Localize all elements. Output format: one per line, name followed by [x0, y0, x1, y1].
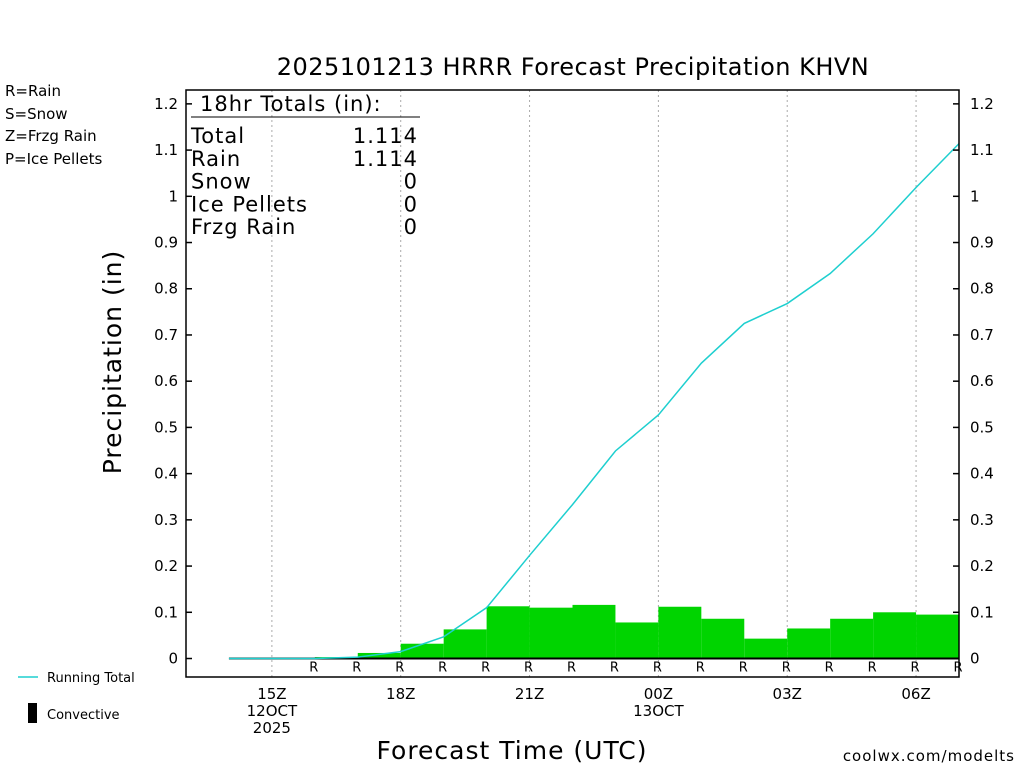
type-legend: R=Rain S=Snow Z=Frzg Rain P=Ice Pellets	[5, 82, 102, 168]
precip-bar	[658, 606, 702, 659]
y-tick-label-right: 0	[970, 650, 980, 668]
running-total-line	[228, 143, 960, 660]
totals-header: 18hr Totals (in):	[200, 92, 382, 116]
rain-marker: R	[868, 661, 877, 676]
y-tick-label-right: 0.6	[970, 372, 994, 390]
totals-label: Snow	[191, 170, 252, 194]
rain-marker: R	[739, 661, 748, 676]
x-tick-label: 03Z	[773, 685, 802, 703]
y-tick-label-left: 0.4	[154, 465, 178, 483]
x-axis-title: Forecast Time (UTC)	[377, 736, 648, 765]
running-total-label: Running Total	[47, 671, 135, 686]
y-axis-ticks: 0 00.1 0.10.2 0.20.3 0.30.4 0.40.5 0.50.6 0.60.…	[154, 95, 994, 668]
totals-label: Frzg Rain	[191, 215, 296, 239]
y-tick-label-left: 0.3	[154, 511, 178, 529]
x-tick-label: 00Z	[644, 685, 673, 703]
totals-label: Total	[190, 124, 245, 148]
x-tick-label: 06Z	[901, 685, 930, 703]
precip-bar	[787, 628, 831, 659]
x-tick-label: 18Z	[386, 685, 415, 703]
totals-value: 0	[404, 215, 418, 239]
chart-title: 2025101213 HRRR Forecast Precipitation K…	[277, 53, 870, 81]
rain-marker: R	[911, 661, 920, 676]
totals-label: Rain	[191, 147, 241, 171]
rain-marker: R	[782, 661, 791, 676]
totals-value: 0	[404, 170, 418, 194]
precip-bar	[529, 607, 573, 659]
credit-text: coolwx.com/modelts	[843, 747, 1015, 765]
rain-marker: R	[610, 661, 619, 676]
rain-marker: R	[438, 661, 447, 676]
y-tick-label-right: 1	[970, 187, 980, 205]
y-tick-label-left: 0.9	[154, 234, 178, 252]
y-tick-label-left: 1.1	[154, 141, 178, 159]
y-tick-label-left: 0.2	[154, 557, 178, 575]
rain-marker: R	[696, 661, 705, 676]
hourly-bars	[314, 604, 959, 659]
y-tick-label-right: 0.3	[970, 511, 994, 529]
vertical-gridlines	[271, 90, 917, 677]
precip-bar	[615, 622, 659, 659]
rain-marker: R	[825, 661, 834, 676]
y-tick-label-right: 0.2	[970, 557, 994, 575]
precip-bar	[443, 629, 487, 659]
totals-value: 1.114	[353, 147, 418, 171]
precip-bar	[572, 604, 616, 659]
y-tick-label-left: 0.1	[154, 603, 178, 621]
precip-bar	[701, 618, 745, 659]
precip-bar	[916, 614, 959, 659]
rain-marker: R	[309, 661, 318, 676]
precip-bar	[357, 652, 401, 659]
convective-label: Convective	[47, 708, 120, 723]
y-tick-label-right: 0.7	[970, 326, 994, 344]
y-tick-label-left: 1	[168, 187, 178, 205]
rain-marker: R	[481, 661, 490, 676]
x-tick-label: 21Z	[515, 685, 544, 703]
x-tick-label: 12OCT	[247, 702, 298, 720]
rain-marker: R	[567, 661, 576, 676]
y-tick-label-left: 0.6	[154, 372, 178, 390]
type-legend-rain: R=Rain	[5, 82, 61, 100]
x-tick-label: 2025	[253, 719, 291, 737]
type-legend-ice-pellets: P=Ice Pellets	[5, 150, 102, 168]
totals-box: 18hr Totals (in): Total 1.114 Rain 1.114 Sno…	[190, 92, 420, 239]
precip-bar	[744, 638, 788, 659]
type-legend-snow: S=Snow	[5, 105, 68, 123]
y-tick-label-left: 0.8	[154, 280, 178, 298]
precip-bar	[486, 606, 530, 659]
precip-bar	[400, 643, 444, 659]
x-tick-label: 15Z	[257, 685, 286, 703]
y-tick-label-left: 0.7	[154, 326, 178, 344]
rain-marker: R	[524, 661, 533, 676]
type-legend-frzg-rain: Z=Frzg Rain	[5, 127, 97, 145]
convective-swatch	[28, 703, 37, 723]
totals-value: 0	[404, 192, 418, 216]
y-tick-label-right: 0.5	[970, 418, 994, 436]
y-tick-label-right: 0.1	[970, 603, 994, 621]
y-tick-label-left: 0.5	[154, 418, 178, 436]
y-tick-label-right: 1.2	[970, 95, 994, 113]
y-tick-label-right: 0.4	[970, 465, 994, 483]
bottom-legend: Running Total Convective	[18, 671, 135, 723]
totals-value: 1.114	[353, 124, 418, 148]
y-tick-label-right: 0.8	[970, 280, 994, 298]
y-tick-label-right: 1.1	[970, 141, 994, 159]
rain-marker: R	[653, 661, 662, 676]
y-tick-label-left: 1.2	[154, 95, 178, 113]
y-axis-title: Precipitation (in)	[98, 250, 127, 475]
x-tick-label: 13OCT	[633, 702, 684, 720]
plot-frame	[185, 89, 960, 678]
rain-marker: R	[352, 661, 361, 676]
rain-marker: R	[953, 661, 962, 676]
precip-bar	[873, 612, 917, 659]
y-tick-label-right: 0.9	[970, 234, 994, 252]
y-tick-label-left: 0	[168, 650, 178, 668]
precip-bar	[830, 618, 874, 659]
totals-label: Ice Pellets	[191, 192, 308, 216]
rain-marker: R	[395, 661, 404, 676]
